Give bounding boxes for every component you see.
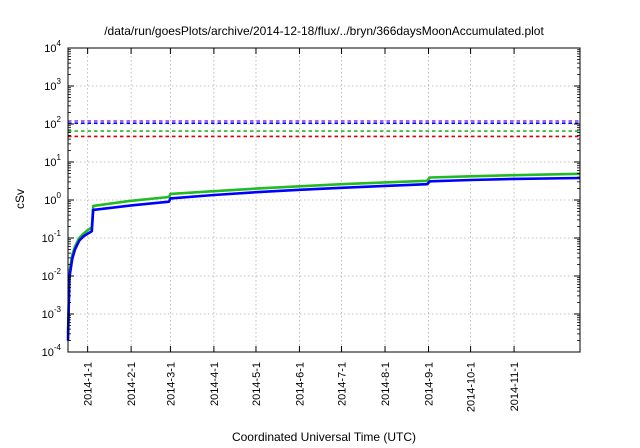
x-tick-label: 2014-3-1 — [165, 362, 177, 406]
x-axis-label: Coordinated Universal Time (UTC) — [232, 430, 416, 444]
x-tick-label: 2014-8-1 — [380, 362, 392, 406]
y-tick-label: 10-2 — [42, 267, 62, 283]
x-tick-label: 2014-7-1 — [337, 362, 349, 406]
x-tick-label: 2014-6-1 — [294, 362, 306, 406]
y-tick-label: 103 — [44, 77, 61, 93]
y-tick-label: 10-1 — [42, 229, 62, 245]
x-tick-label: 2014-5-1 — [251, 362, 263, 406]
y-tick-label: 104 — [44, 39, 61, 55]
y-axis-label: cSv — [13, 189, 27, 209]
y-tick-label: 101 — [44, 153, 61, 169]
x-tick-labels: 2014-1-1 2014-2-1 2014-3-1 2014-4-1 2014-5-1… — [83, 362, 521, 412]
threshold-lines — [68, 120, 580, 138]
y-tick-label: 100 — [44, 191, 61, 207]
x-tick-label: 2014-11-1 — [509, 362, 521, 411]
x-tick-label: 2014-1-1 — [83, 362, 95, 406]
y-tick-label: 10-4 — [42, 343, 62, 359]
ticks — [68, 47, 580, 353]
y-tick-labels: 10-4 10-3 10-2 10-1 100 101 102 103 104 — [42, 39, 62, 359]
x-tick-label: 2014-10-1 — [466, 362, 478, 412]
x-tick-label: 2014-9-1 — [424, 362, 436, 406]
series-line — [66, 176, 581, 341]
x-tick-label: 2014-4-1 — [209, 362, 221, 406]
y-tick-label: 102 — [44, 115, 61, 131]
chart-title: /data/run/goesPlots/archive/2014-12-18/f… — [104, 24, 544, 38]
series-line — [66, 172, 581, 334]
y-tick-label: 10-3 — [42, 305, 62, 321]
x-tick-label: 2014-2-1 — [126, 362, 138, 406]
series-lines — [66, 172, 581, 341]
